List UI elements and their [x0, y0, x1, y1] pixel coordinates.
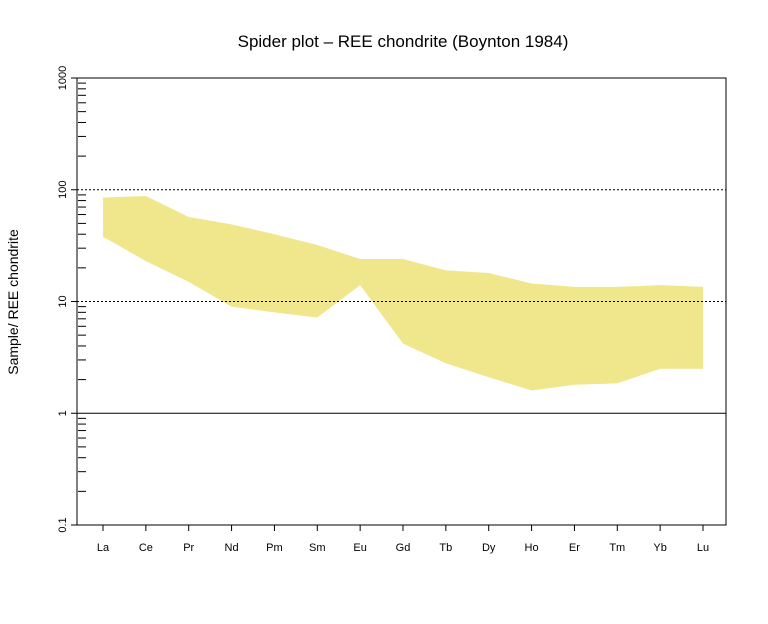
x-axis: La Ce Pr Nd Pm Sm Eu Gd Tb Dy Ho Er Tm Yb Lu — [97, 525, 709, 554]
x-tick-label-gd: Gd — [396, 542, 411, 554]
x-tick-label-ho: Ho — [525, 542, 539, 554]
y-axis-label: Sample/ REE chondrite — [5, 229, 21, 375]
ree-range-band — [103, 195, 703, 391]
x-tick-label-la: La — [97, 542, 110, 554]
x-tick-label-nd: Nd — [225, 542, 239, 554]
chart-title: Spider plot – REE chondrite (Boynton 198… — [238, 32, 569, 51]
y-tick-label: 0.1 — [57, 517, 69, 532]
x-tick-label-pr: Pr — [183, 542, 194, 554]
ree-band-layer — [103, 195, 703, 391]
x-tick-label-eu: Eu — [353, 542, 366, 554]
y-tick-label: 10 — [57, 295, 69, 307]
x-tick-label-lu: Lu — [697, 542, 709, 554]
x-tick-label-pm: Pm — [266, 542, 283, 554]
y-tick-label: 1000 — [57, 66, 69, 90]
x-tick-label-ce: Ce — [139, 542, 153, 554]
reference-lines — [77, 189, 726, 414]
x-tick-label-yb: Yb — [653, 542, 666, 554]
x-tick-label-er: Er — [569, 542, 580, 554]
y-tick-label: 1 — [57, 410, 69, 416]
x-tick-label-dy: Dy — [482, 542, 496, 554]
x-tick-label-tb: Tb — [439, 542, 452, 554]
y-tick-label: 100 — [57, 181, 69, 199]
y-axis: 0.1 1 10 100 1000 — [57, 66, 86, 533]
x-tick-label-sm: Sm — [309, 542, 326, 554]
x-tick-label-tm: Tm — [609, 542, 625, 554]
